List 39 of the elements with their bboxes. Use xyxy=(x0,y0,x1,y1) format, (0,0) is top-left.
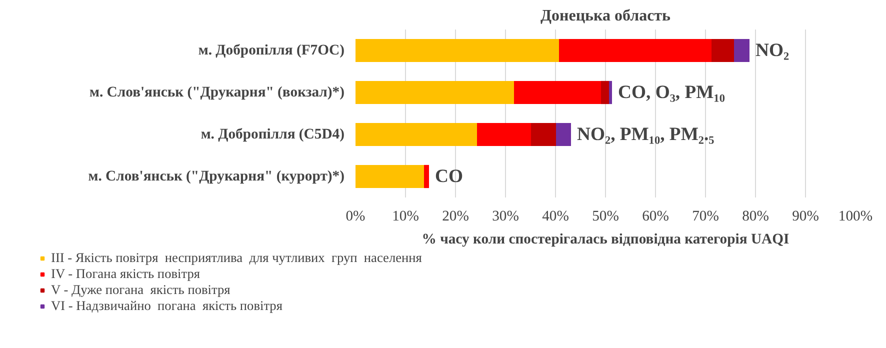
bar xyxy=(559,38,712,62)
x-tick-label: 80% xyxy=(742,208,769,224)
annotation: NO₂ xyxy=(756,40,790,61)
y-tick-label: м. Добропілля (C5D4) xyxy=(200,126,345,142)
bar xyxy=(356,80,514,104)
bar xyxy=(531,122,556,146)
bar xyxy=(424,164,429,188)
x-tick-label: 40% xyxy=(542,208,569,224)
y-tick-label: м. Слов'янськ ("Друкарня" (курорт)*) xyxy=(88,168,345,184)
x-tick-label: 10% xyxy=(392,208,419,224)
y-tick-label: м. Слов'янськ ("Друкарня" (вокзал)*) xyxy=(89,84,345,100)
x-tick-label: 60% xyxy=(642,208,669,224)
x-tick-label: 70% xyxy=(692,208,719,224)
bar xyxy=(601,80,609,104)
annotation: CO, O₃, PM₁₀ xyxy=(618,82,726,103)
legend-label: VI - Надзвичайно погана якість повітря xyxy=(51,298,282,314)
legend-label: V - Дуже погана якість повітря xyxy=(51,282,230,298)
bar xyxy=(556,122,571,146)
x-tick-label: 20% xyxy=(442,208,469,224)
bar xyxy=(477,122,531,146)
x-tick-label: 50% xyxy=(592,208,619,224)
bar xyxy=(356,38,559,62)
y-tick-label: м. Добропілля (F7OC) xyxy=(198,42,345,58)
chart-title: Донецька область xyxy=(540,8,672,24)
x-tick-label: 30% xyxy=(492,208,519,224)
x-tick-label: 90% xyxy=(792,208,819,224)
annotation: NO₂, PM₁₀, PM₂.₅ xyxy=(577,124,715,145)
bar xyxy=(356,164,424,188)
legend-label: III - Якість повітря несприятлива для чутливих груп населення xyxy=(51,250,422,266)
x-axis-title: % часу коли спостерігалась відповідна категорія UAQI xyxy=(422,232,790,248)
x-tick-label: 100% xyxy=(838,208,873,224)
bar xyxy=(514,80,601,104)
bar xyxy=(734,38,750,62)
bar xyxy=(712,38,734,62)
annotation: CO xyxy=(435,166,463,187)
bar xyxy=(356,122,477,146)
legend-label: IV - Погана якість повітря xyxy=(51,266,200,282)
bar xyxy=(609,80,612,104)
x-tick-label: 0% xyxy=(346,208,366,224)
